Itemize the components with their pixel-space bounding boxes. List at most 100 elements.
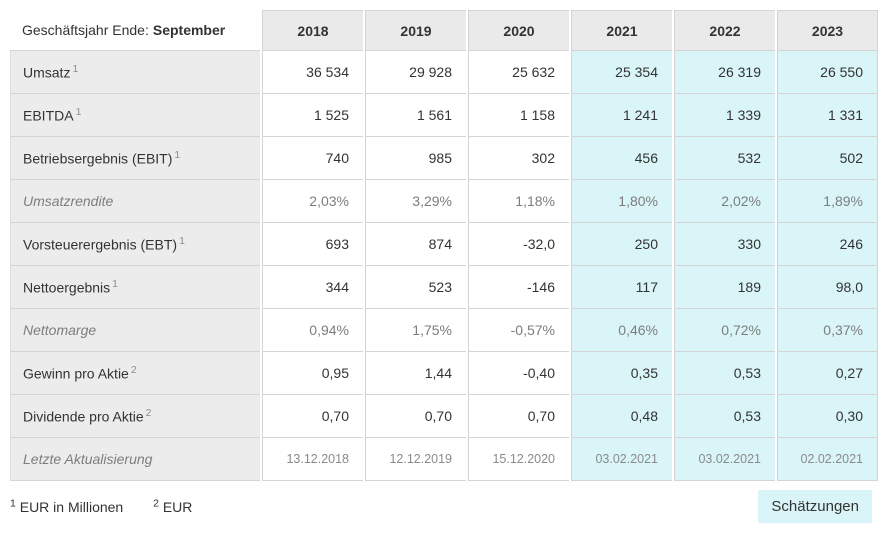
value-cell-2020: -0,40 [468,352,569,395]
value-cell-2020: 1,18% [468,180,569,223]
value-cell-2021: 0,35 [571,352,672,395]
value-cell-2023: 246 [777,223,878,266]
table-row: Gewinn pro Aktie 2 0,95 1,44 -0,40 0,35 0,53 0,… [10,352,878,395]
value-cell-2023: 0,37% [777,309,878,352]
footnote-2-marker: 2 [153,497,159,510]
table-header-row: Geschäftsjahr Ende: September 2018 2019 202… [10,10,878,51]
value-cell-2022: 0,53 [674,352,775,395]
year-header-2020: 2020 [468,10,569,51]
value-cell-2019: 985 [365,137,466,180]
row-label: Letzte Aktualisierung [10,438,260,481]
value-cell-2018: 740 [262,137,363,180]
value-cell-2021: 25 354 [571,51,672,94]
value-cell-2018: 0,70 [262,395,363,438]
value-cell-2019: 12.12.2019 [365,438,466,481]
value-cell-2021: 0,46% [571,309,672,352]
row-label: Nettoergebnis 1 [10,266,260,309]
year-header-2021: 2021 [571,10,672,51]
table-row: Nettoergebnis 1 344 523 -146 117 189 98,0 [10,266,878,309]
value-cell-2018: 693 [262,223,363,266]
value-cell-2023: 98,0 [777,266,878,309]
value-cell-2019: 3,29% [365,180,466,223]
value-cell-2021: 1 241 [571,94,672,137]
value-cell-2019: 29 928 [365,51,466,94]
value-cell-2020: 15.12.2020 [468,438,569,481]
value-cell-2019: 523 [365,266,466,309]
footnote-2-text: EUR [162,499,193,516]
footnote-1-text: EUR in Millionen [19,499,124,516]
footnotes: 1 EUR in Millionen 2 EUR [8,498,192,516]
row-label: Dividende pro Aktie 2 [10,395,260,438]
estimates-legend-badge: Schätzungen [758,490,872,523]
value-cell-2019: 1 561 [365,94,466,137]
table-row: Umsatzrendite 2,03% 3,29% 1,18% 1,80% 2,02% 1,… [10,180,878,223]
value-cell-2022: 0,53 [674,395,775,438]
row-label: Umsatzrendite [10,180,260,223]
table-body: Umsatz 1 36 534 29 928 25 632 25 354 26 319 26 … [10,51,878,481]
value-cell-2018: 344 [262,266,363,309]
value-cell-2018: 36 534 [262,51,363,94]
value-cell-2020: -0,57% [468,309,569,352]
year-header-2022: 2022 [674,10,775,51]
table-row: Umsatz 1 36 534 29 928 25 632 25 354 26 319 26 … [10,51,878,94]
value-cell-2021: 0,48 [571,395,672,438]
footnote-eur: 2 EUR [153,497,193,516]
value-cell-2022: 0,72% [674,309,775,352]
value-cell-2021: 456 [571,137,672,180]
value-cell-2023: 02.02.2021 [777,438,878,481]
value-cell-2020: -32,0 [468,223,569,266]
table-row: EBITDA 1 1 525 1 561 1 158 1 241 1 339 1 331 [10,94,878,137]
value-cell-2019: 1,75% [365,309,466,352]
year-header-2023: 2023 [777,10,878,51]
table-row: Letzte Aktualisierung 13.12.2018 12.12.201… [10,438,878,481]
footnote-ref: 2 [145,407,152,420]
row-label: EBITDA 1 [10,94,260,137]
footnote-ref: 1 [72,63,79,76]
value-cell-2023: 26 550 [777,51,878,94]
row-label: Betriebsergebnis (EBIT) 1 [10,137,260,180]
table-row: Nettomarge 0,94% 1,75% -0,57% 0,46% 0,72% 0,37… [10,309,878,352]
value-cell-2020: 25 632 [468,51,569,94]
value-cell-2019: 0,70 [365,395,466,438]
row-label: Vorsteuerergebnis (EBT) 1 [10,223,260,266]
row-label: Gewinn pro Aktie 2 [10,352,260,395]
row-label: Umsatz 1 [10,51,260,94]
year-header-2019: 2019 [365,10,466,51]
value-cell-2018: 1 525 [262,94,363,137]
footnote-ref: 1 [112,278,119,291]
footnote-ref: 1 [174,149,181,162]
value-cell-2022: 532 [674,137,775,180]
value-cell-2023: 0,30 [777,395,878,438]
financials-table: Geschäftsjahr Ende: September 2018 2019 202… [8,10,880,481]
year-header-2018: 2018 [262,10,363,51]
value-cell-2018: 2,03% [262,180,363,223]
value-cell-2019: 1,44 [365,352,466,395]
footnote-ref: 1 [179,235,185,248]
footnote-ref: 1 [75,106,82,119]
value-cell-2018: 0,94% [262,309,363,352]
value-cell-2022: 26 319 [674,51,775,94]
value-cell-2023: 1 331 [777,94,878,137]
value-cell-2018: 13.12.2018 [262,438,363,481]
value-cell-2021: 250 [571,223,672,266]
value-cell-2022: 330 [674,223,775,266]
value-cell-2023: 502 [777,137,878,180]
table-row: Betriebsergebnis (EBIT) 1 740 985 302 456 532 5… [10,137,878,180]
footnote-1-marker: 1 [10,497,16,510]
value-cell-2020: 1 158 [468,94,569,137]
table-row: Vorsteuerergebnis (EBT) 1 693 874 -32,0 250 33… [10,223,878,266]
value-cell-2019: 874 [365,223,466,266]
fiscal-year-end-prefix: Geschäftsjahr Ende: [22,22,149,38]
value-cell-2020: -146 [468,266,569,309]
value-cell-2018: 0,95 [262,352,363,395]
value-cell-2022: 03.02.2021 [674,438,775,481]
value-cell-2021: 1,80% [571,180,672,223]
fiscal-year-end-label: Geschäftsjahr Ende: September [10,10,260,51]
value-cell-2022: 1 339 [674,94,775,137]
value-cell-2021: 03.02.2021 [571,438,672,481]
fiscal-year-end-month: September [152,22,226,38]
table-row: Dividende pro Aktie 2 0,70 0,70 0,70 0,48 0,53… [10,395,878,438]
table-footer: 1 EUR in Millionen 2 EUR Schätzungen [8,490,874,523]
value-cell-2020: 302 [468,137,569,180]
